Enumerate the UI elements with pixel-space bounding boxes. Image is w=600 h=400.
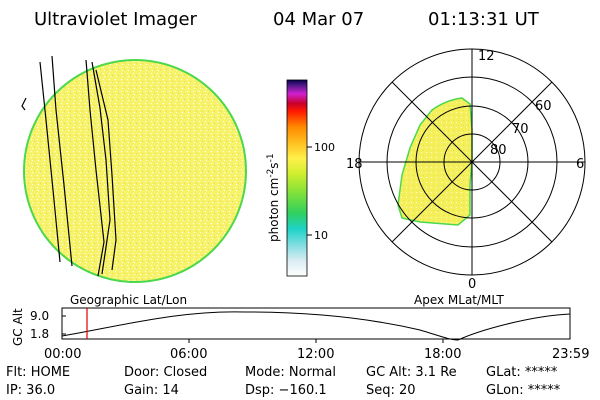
colorbar: 100 10 photon cm-2s-1 <box>266 79 335 277</box>
altitude-tick-low: 1.8 <box>30 327 49 341</box>
polar-plot: 12 18 6 0 60 70 80 <box>346 48 586 292</box>
status-flight: Flt: HOME <box>6 365 71 380</box>
mlat-label-80: 80 <box>490 143 507 158</box>
altitude-strip: GC Alt 9.0 1.8 00:00 06:00 12:00 18:00 2… <box>11 307 589 362</box>
status-glat: GLat: ***** <box>486 365 558 380</box>
altitude-tick-high: 9.0 <box>30 309 49 323</box>
geo-panel-caption: Geographic Lat/Lon <box>70 293 187 307</box>
colorbar-tick-10: 10 <box>314 229 328 242</box>
time-label: 01:13:31 UT <box>428 9 539 30</box>
date-label: 04 Mar 07 <box>273 9 365 30</box>
colorbar-tick-100: 100 <box>314 141 335 154</box>
status-dsp: Dsp: −160.1 <box>245 383 327 398</box>
mlt-label-12: 12 <box>478 49 495 64</box>
time-tick-0600: 06:00 <box>170 347 207 362</box>
coastline-overlay <box>21 55 117 277</box>
time-tick-1200: 12:00 <box>297 347 334 362</box>
altitude-curve <box>61 311 571 341</box>
instrument-title: Ultraviolet Imager <box>34 9 197 30</box>
status-gc-alt: GC Alt: 3.1 Re <box>366 365 457 380</box>
altitude-axis-label: GC Alt <box>11 308 25 346</box>
polar-panel-caption: Apex MLat/MLT <box>414 293 504 307</box>
status-mode: Mode: Normal <box>245 365 336 380</box>
status-ip: IP: 36.0 <box>6 383 56 398</box>
time-tick-1800: 18:00 <box>424 347 461 362</box>
colorbar-unit-label: photon cm-2s-1 <box>266 153 281 242</box>
status-seq: Seq: 20 <box>366 383 416 398</box>
geographic-image <box>21 55 247 283</box>
mlat-label-60: 60 <box>535 99 552 114</box>
mlat-label-70: 70 <box>512 122 529 137</box>
mlt-label-18: 18 <box>346 157 363 172</box>
status-glon: GLon: ***** <box>486 383 561 398</box>
status-door: Door: Closed <box>124 365 208 380</box>
mlt-label-0: 0 <box>468 277 476 292</box>
status-gain: Gain: 14 <box>124 383 179 398</box>
time-tick-2359: 23:59 <box>552 347 589 362</box>
mlt-label-6: 6 <box>576 157 584 172</box>
time-tick-0000: 00:00 <box>44 347 81 362</box>
